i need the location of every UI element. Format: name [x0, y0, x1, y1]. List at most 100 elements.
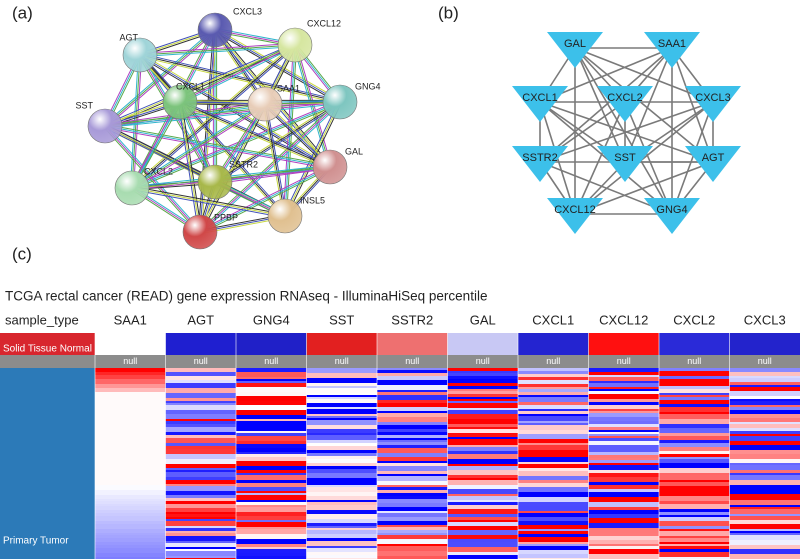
expression-cell — [236, 377, 307, 379]
expression-cell — [518, 450, 589, 453]
heatmap-title: TCGA rectal cancer (READ) gene expressio… — [5, 289, 487, 304]
expression-cell — [306, 378, 377, 383]
expression-cell — [236, 475, 307, 480]
expression-cell — [236, 448, 307, 452]
expression-cell — [95, 524, 166, 529]
expression-cell — [306, 420, 377, 425]
expression-cell — [306, 555, 377, 558]
edge — [131, 100, 340, 187]
expression-cell — [236, 383, 307, 387]
expression-cell — [377, 499, 448, 503]
expression-cell — [306, 450, 377, 453]
edge — [140, 46, 296, 58]
expression-cell — [659, 433, 730, 436]
expression-cell — [165, 368, 236, 372]
expression-cell — [95, 372, 166, 375]
expression-cell — [518, 368, 589, 371]
column-label: GNG4 — [253, 312, 290, 327]
expression-cell — [236, 544, 307, 547]
expression-cell — [659, 542, 730, 544]
null-label: null — [405, 356, 419, 366]
protein-node — [312, 149, 348, 185]
expression-cell — [518, 397, 589, 402]
expression-cell — [518, 534, 589, 537]
expression-cell — [377, 556, 448, 559]
expression-cell — [518, 445, 589, 450]
expression-cell — [659, 538, 730, 542]
null-label: null — [617, 356, 631, 366]
expression-cell — [659, 440, 730, 443]
expression-cell — [236, 421, 307, 426]
expression-cell — [306, 546, 377, 548]
expression-cell — [659, 552, 730, 557]
expression-cell — [447, 496, 518, 500]
edge — [264, 103, 286, 217]
expression-cell — [447, 464, 518, 466]
expression-cell — [377, 527, 448, 530]
column-label: CXCL1 — [532, 312, 574, 327]
edge — [179, 101, 331, 168]
expression-cell — [95, 529, 166, 533]
protein-node — [267, 198, 303, 234]
expression-cell — [377, 521, 448, 525]
expression-cell — [659, 419, 730, 424]
expression-cell — [306, 399, 377, 403]
expression-cell — [518, 476, 589, 480]
expression-cell — [165, 491, 236, 495]
expression-cell — [306, 492, 377, 496]
gene-node — [644, 198, 700, 234]
expression-cell — [588, 375, 659, 377]
expression-cell — [95, 499, 166, 501]
expression-cell — [518, 517, 589, 521]
expression-cell — [306, 552, 377, 555]
expression-cell — [165, 484, 236, 486]
expression-cell — [377, 438, 448, 440]
expression-cell — [377, 445, 448, 448]
expression-cell — [306, 435, 377, 440]
expression-cell — [377, 453, 448, 457]
expression-cell — [447, 555, 518, 559]
expression-cell — [377, 517, 448, 521]
expression-cell — [377, 485, 448, 487]
expression-cell — [377, 546, 448, 551]
expression-cell — [236, 415, 307, 419]
expression-cell — [588, 536, 659, 540]
edge — [199, 165, 330, 232]
edge — [180, 45, 296, 104]
expression-cell — [729, 368, 800, 372]
expression-cell — [95, 418, 166, 420]
expression-cell — [518, 513, 589, 517]
expression-cell — [518, 531, 589, 534]
expression-cell — [447, 485, 518, 489]
edge — [671, 101, 714, 215]
expression-cell — [588, 514, 659, 518]
expression-cell — [588, 424, 659, 427]
node-label: CXCL3 — [233, 6, 262, 16]
expression-cell — [588, 473, 659, 477]
expression-cell — [95, 413, 166, 418]
expression-cell — [447, 489, 518, 494]
expression-cell — [165, 443, 236, 446]
expression-cell — [518, 537, 589, 542]
network-a: CXCL3 AGT CXCL12 GNG4 SST CXCL1 SAA1 SSTR2 GAL CX… — [75, 6, 381, 250]
expression-cell — [659, 376, 730, 379]
expression-cell — [447, 539, 518, 542]
expression-cell — [377, 533, 448, 535]
expression-cell — [518, 430, 589, 434]
edge — [539, 47, 673, 163]
expression-cell — [377, 503, 448, 507]
expression-cell — [306, 414, 377, 416]
edge — [131, 187, 286, 217]
expression-cell — [306, 383, 377, 386]
expression-cell — [236, 387, 307, 392]
expression-cell — [447, 408, 518, 410]
expression-cell — [95, 441, 166, 445]
expression-cell — [165, 512, 236, 514]
protein-node — [197, 164, 233, 200]
expression-cell — [95, 542, 166, 545]
expression-cell — [306, 446, 377, 450]
expression-cell — [447, 414, 518, 419]
expression-cell — [518, 425, 589, 430]
gene-node — [547, 198, 603, 234]
column-label: GAL — [470, 312, 496, 327]
